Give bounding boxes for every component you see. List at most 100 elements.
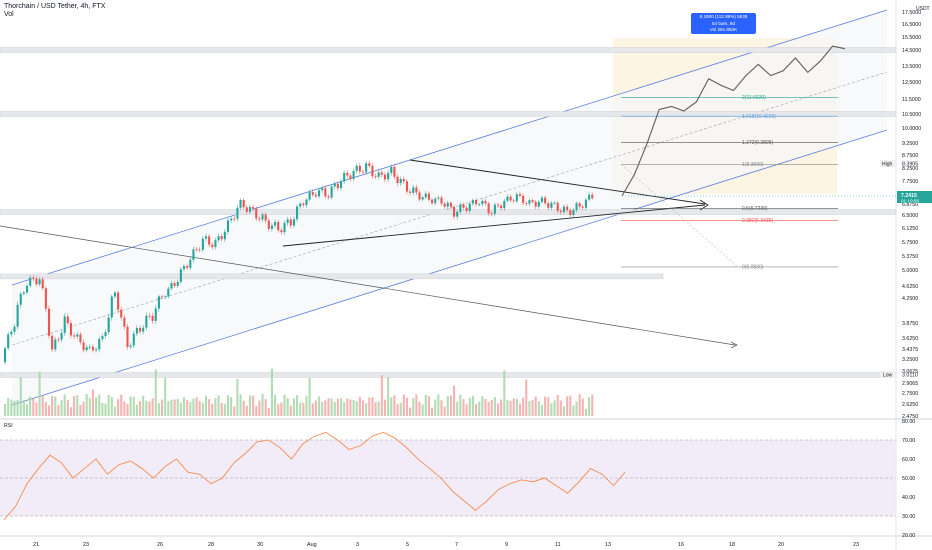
symbol-title[interactable]: Thorchain / USD Tether, 4h, FTX bbox=[4, 3, 106, 10]
candle-body bbox=[230, 218, 233, 221]
time-axis-label: 28 bbox=[208, 542, 214, 548]
channel-lower-line bbox=[11, 129, 888, 406]
volume-bar bbox=[4, 404, 7, 416]
candle-body bbox=[211, 244, 214, 247]
candle-body bbox=[405, 181, 409, 192]
candle-body bbox=[481, 200, 484, 205]
candle-body bbox=[333, 184, 336, 187]
volume-bar bbox=[525, 379, 528, 416]
candle-body bbox=[186, 266, 189, 268]
volume-bar bbox=[214, 398, 217, 416]
volume-bar bbox=[29, 396, 32, 416]
volume-bar bbox=[198, 401, 201, 416]
candle-body bbox=[270, 225, 273, 229]
fib-level-label: 0.382(6.3435) bbox=[742, 218, 773, 224]
candle-body bbox=[446, 202, 449, 207]
rsi-scale-label: 30.00 bbox=[902, 514, 915, 520]
price-scale-label: 6.8750 bbox=[902, 202, 918, 208]
candle-body bbox=[443, 203, 446, 207]
price-scale-label: 12.5000 bbox=[902, 80, 921, 86]
candle-body bbox=[239, 199, 242, 208]
candle-body bbox=[336, 184, 339, 189]
candle-body bbox=[192, 249, 195, 260]
fib-level-label: 1.272(9.2805) bbox=[742, 140, 773, 146]
candle-body bbox=[85, 347, 88, 351]
candle-body bbox=[223, 231, 226, 240]
price-scale-label: 9.2500 bbox=[902, 141, 918, 147]
volume-bar bbox=[258, 400, 261, 416]
volume-bar bbox=[427, 396, 430, 416]
candle-body bbox=[515, 194, 518, 202]
candle-body bbox=[261, 214, 264, 220]
tooltip-line-change: 8.1900 (112.99%) 5539 bbox=[699, 14, 748, 19]
volume-bar bbox=[91, 389, 95, 416]
low-label: Low bbox=[883, 372, 893, 378]
candle-body bbox=[208, 236, 211, 245]
volume-bar bbox=[299, 402, 302, 416]
candle-body bbox=[471, 200, 474, 204]
candle-body bbox=[252, 207, 255, 209]
tooltip-line-volume: Vol 291.883K bbox=[709, 27, 738, 32]
candle-body bbox=[531, 200, 534, 202]
candle-body bbox=[204, 236, 208, 239]
time-axis-label: 20 bbox=[778, 542, 784, 548]
volume-bar bbox=[446, 396, 449, 416]
price-scale-label: 3.8750 bbox=[902, 321, 918, 327]
volume-bar bbox=[547, 397, 550, 416]
rsi-line bbox=[3, 431, 626, 521]
candle-body bbox=[440, 197, 443, 204]
horizontal-zone bbox=[0, 111, 897, 117]
price-scale-label: 8.7500 bbox=[902, 153, 918, 159]
volume-bar bbox=[324, 400, 327, 416]
candle-body bbox=[145, 315, 148, 328]
volume-bar bbox=[107, 394, 110, 416]
volume-bar bbox=[157, 403, 160, 416]
volume-bar bbox=[186, 399, 189, 416]
candle-body bbox=[544, 197, 547, 204]
volume-bar bbox=[537, 401, 540, 416]
volume-bar bbox=[528, 401, 531, 416]
volume-bar bbox=[471, 395, 474, 416]
volume-bar bbox=[101, 402, 104, 416]
candle-body bbox=[575, 203, 578, 210]
volume-bar bbox=[170, 399, 173, 416]
candle-body bbox=[19, 293, 22, 305]
volume-bar bbox=[578, 394, 581, 416]
candle-body bbox=[245, 207, 248, 212]
volume-bar bbox=[245, 405, 248, 416]
volume-bar bbox=[289, 405, 292, 416]
candle-body bbox=[380, 172, 383, 175]
volume-bar bbox=[544, 396, 547, 416]
volume-bar bbox=[515, 398, 518, 416]
candle-body bbox=[236, 207, 239, 219]
volume-bar bbox=[104, 403, 107, 416]
candle-body bbox=[142, 327, 145, 332]
volume-bar bbox=[534, 396, 537, 416]
rsi-scale-label: 80.00 bbox=[902, 419, 915, 425]
candle-body bbox=[559, 210, 562, 213]
candle-body bbox=[496, 204, 500, 206]
candle-body bbox=[51, 335, 54, 350]
price-scale-label: 14.5000 bbox=[902, 48, 921, 54]
volume-bar bbox=[330, 398, 333, 416]
low-value: 3.0110 bbox=[902, 372, 918, 378]
fib-level-label: 1(8.3830) bbox=[742, 162, 764, 168]
candles-group bbox=[4, 160, 594, 365]
candle-body bbox=[29, 277, 32, 286]
horizontal-zone bbox=[0, 273, 664, 280]
candle-body bbox=[73, 335, 76, 337]
volume-bar bbox=[311, 403, 314, 416]
candle-body bbox=[314, 194, 317, 197]
volume-bar bbox=[252, 395, 255, 416]
volume-bar bbox=[440, 400, 443, 416]
candle-body bbox=[591, 194, 594, 199]
volume-bar bbox=[16, 399, 19, 416]
volume-bar bbox=[339, 398, 343, 416]
candle-body bbox=[427, 193, 430, 200]
volume-bar bbox=[113, 406, 116, 416]
candle-body bbox=[396, 176, 399, 184]
high-value: 8.3905 bbox=[902, 161, 918, 167]
descending-arrowhead bbox=[730, 341, 738, 349]
volume-bar bbox=[434, 399, 437, 416]
